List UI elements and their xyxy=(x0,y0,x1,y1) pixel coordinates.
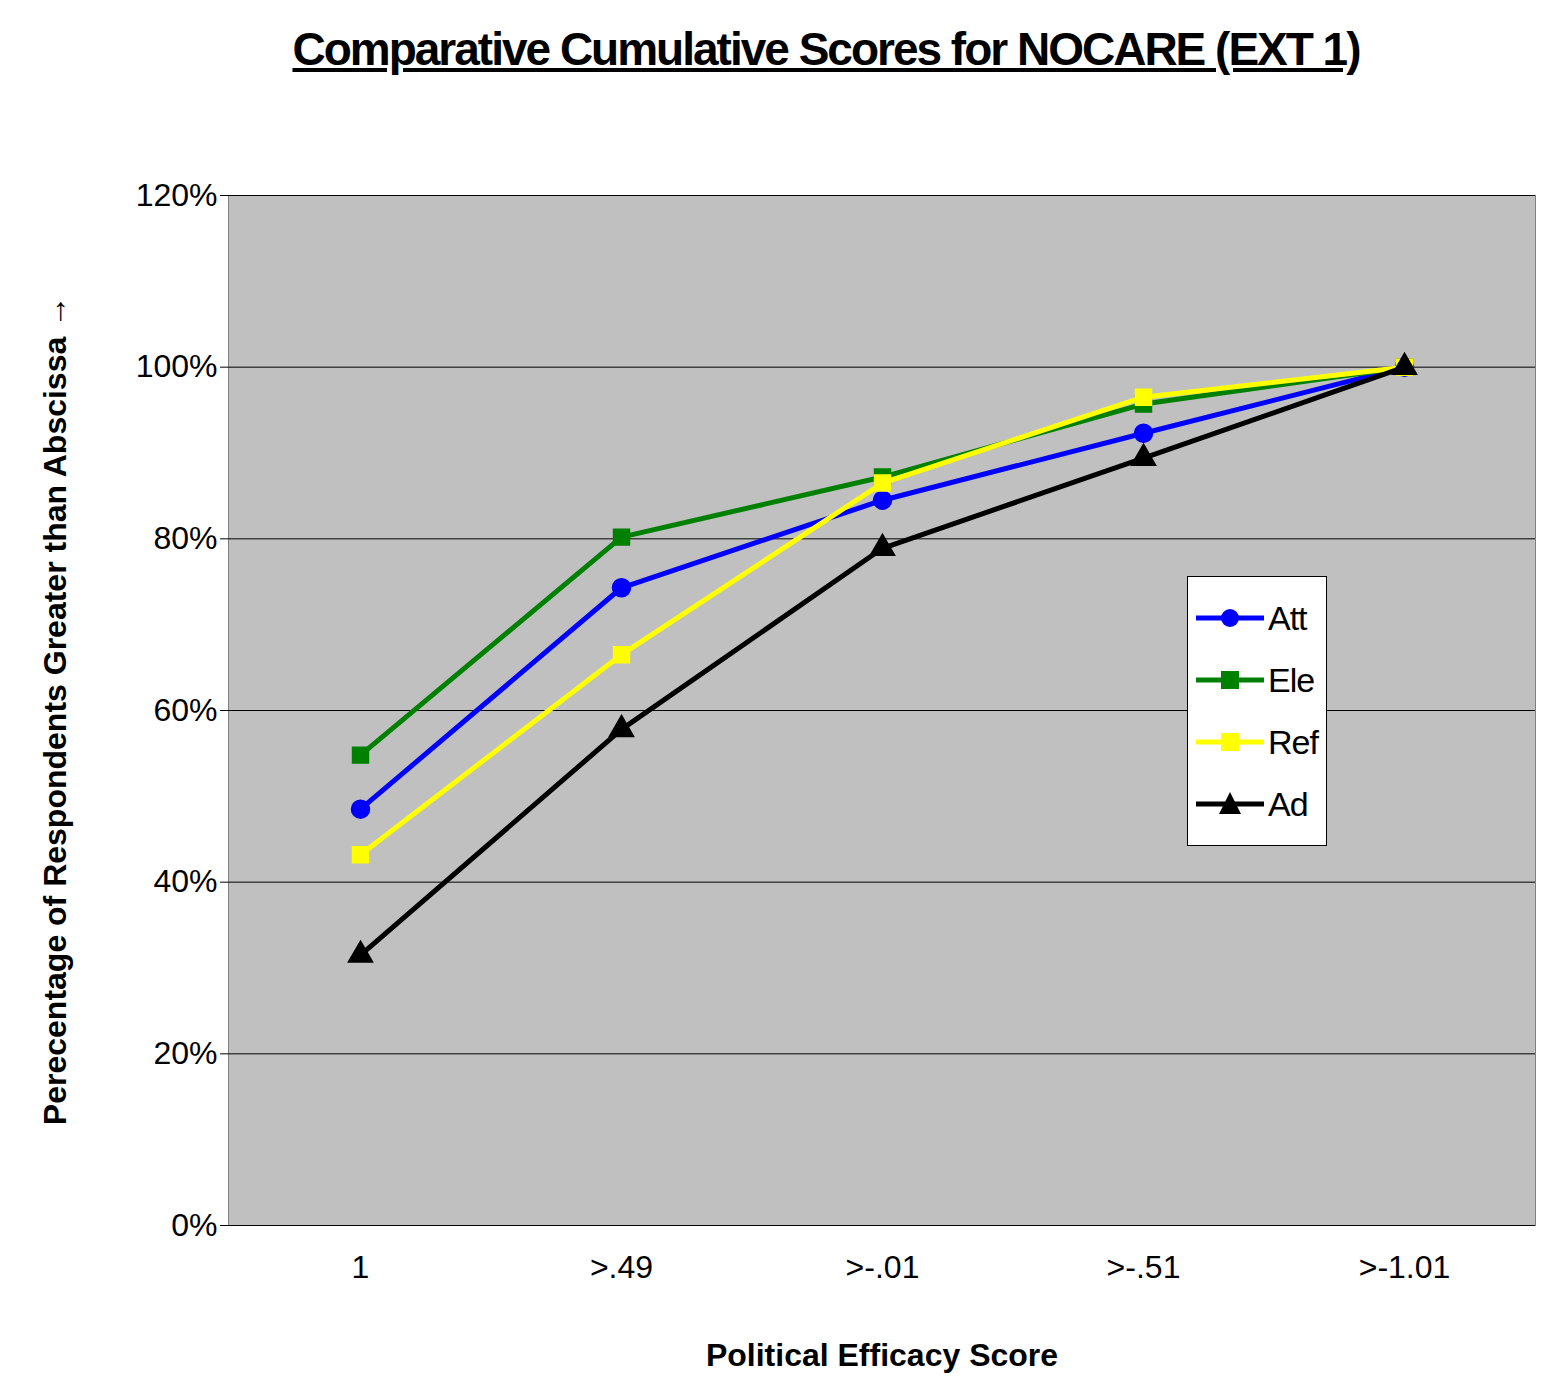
svg-text:>.49: >.49 xyxy=(590,1249,653,1285)
html-text:Comparative Cumulative Scores: Comparative Cumulative Scores for NOCARE… xyxy=(292,23,1360,75)
svg-text:>-.51: >-.51 xyxy=(1107,1249,1181,1285)
svg-text:>-.01: >-.01 xyxy=(846,1249,920,1285)
svg-text:1: 1 xyxy=(352,1249,370,1285)
svg-text:20%: 20% xyxy=(153,1035,217,1071)
svg-text:60%: 60% xyxy=(153,692,217,728)
html-text:Ad: Ad xyxy=(1268,784,1308,823)
svg-text:80%: 80% xyxy=(153,520,217,556)
svg-text:40%: 40% xyxy=(153,863,217,899)
html-text:Ref: Ref xyxy=(1268,722,1318,761)
svg-text:>-1.01: >-1.01 xyxy=(1359,1249,1451,1285)
svg-text:Perecentage of Respondents Gre: Perecentage of Respondents Greater than … xyxy=(37,296,73,1125)
html-text:Att: Att xyxy=(1268,598,1307,637)
html-text:Ele: Ele xyxy=(1268,660,1315,699)
svg-text:Political Efficacy Score: Political Efficacy Score xyxy=(706,1337,1058,1373)
svg-text:100%: 100% xyxy=(136,348,218,384)
svg-text:120%: 120% xyxy=(136,177,218,213)
svg-text:0%: 0% xyxy=(171,1207,217,1243)
